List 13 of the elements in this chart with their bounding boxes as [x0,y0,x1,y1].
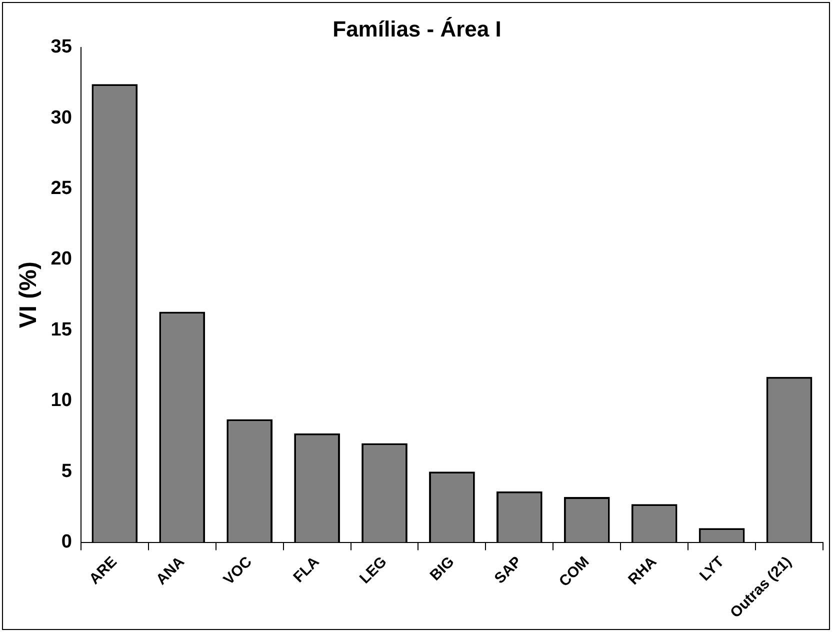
y-tick-label: 25 [50,178,72,200]
y-tick-label: 5 [61,460,72,482]
y-tick-label: 0 [61,532,72,553]
y-tick-label: 20 [50,248,72,270]
y-tick-label: 35 [50,36,72,58]
x-tick-label: BIG [426,553,458,584]
x-tick-label: LYT [696,553,728,584]
y-tick-label: 30 [50,107,72,128]
y-tick-label: 15 [50,319,72,340]
chart-title: Famílias - Área I [332,16,502,42]
y-axis-title: VI (%) [15,262,42,328]
y-tick-label: 10 [50,390,72,412]
x-tick-label: FLA [290,553,323,586]
